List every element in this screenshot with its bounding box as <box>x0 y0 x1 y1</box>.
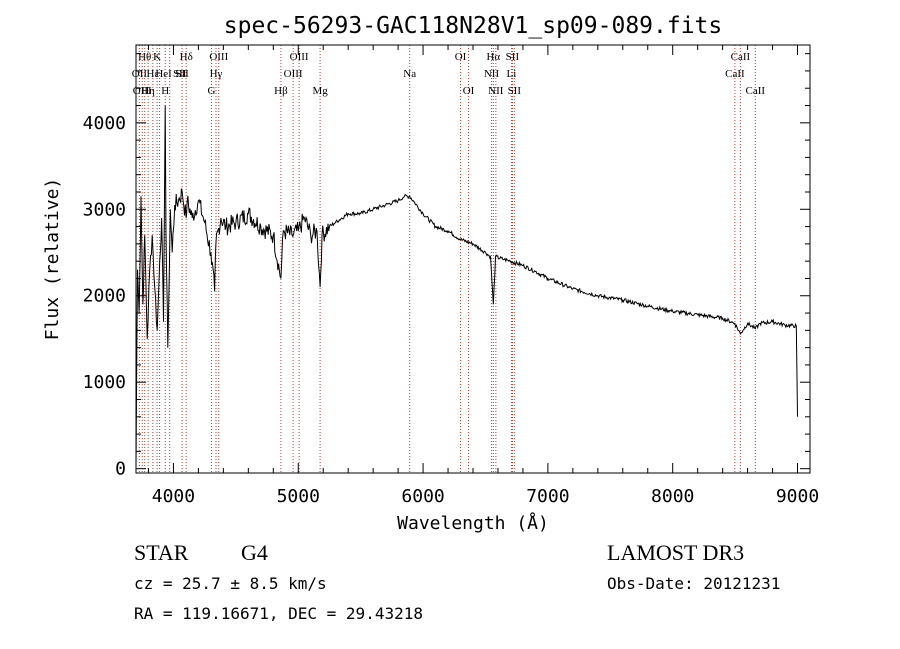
chart-title: spec-56293-GAC118N28V1_sp09-089.fits <box>224 13 723 39</box>
y-axis: 0 1000 2000 3000 4000 <box>83 53 810 480</box>
line-label-caii-28: CaII <box>731 51 751 63</box>
line-label-li-24: Li <box>507 68 517 80</box>
spectrum-series <box>135 105 798 468</box>
line-label-mg-17: Mg <box>312 85 328 97</box>
line-label-hθ-2: Hθ <box>138 51 151 63</box>
survey-name: LAMOST DR3 <box>607 540 745 565</box>
plot-frame <box>135 44 811 474</box>
line-label-hei-6: HeI <box>155 68 172 80</box>
y-tick-label: 0 <box>115 459 126 480</box>
line-label-hα-22: Hα <box>486 51 500 63</box>
line-label-oi-19: OI <box>455 51 467 63</box>
line-label-hε-4: Hε <box>147 68 160 80</box>
y-tick-label: 1000 <box>83 372 126 393</box>
line-labels: OII OIII Hθ Hη Hε K HeI H SII SII Hδ G Hγ OIII Hβ OIII O… <box>132 51 766 97</box>
redshift-value: cz = 25.7 ± 8.5 km/s <box>134 574 327 593</box>
object-subclass: G4 <box>241 540 268 565</box>
line-label-k-5: K <box>153 51 161 63</box>
line-label-hδ-10: Hδ <box>180 51 193 63</box>
x-tick-label: 4000 <box>152 486 195 507</box>
line-label-sii-9: SII <box>175 68 189 80</box>
line-label-sii-8: SII <box>173 68 187 80</box>
line-label-oi-20: OI <box>463 85 475 97</box>
x-tick-label: 8000 <box>651 486 694 507</box>
line-label-nii-23: NII <box>488 85 504 97</box>
line-label-hγ-12: Hγ <box>210 68 223 80</box>
line-label-na-18: Na <box>403 68 416 80</box>
line-label-g-11: G <box>208 85 216 97</box>
y-tick-label: 4000 <box>83 113 126 134</box>
x-axis-label: Wavelength (Å) <box>397 512 549 534</box>
line-label-nii-21: NII <box>484 68 500 80</box>
coordinates: RA = 119.16671, DEC = 29.43218 <box>134 604 423 623</box>
line-label-sii-25: SII <box>506 51 520 63</box>
y-axis-label: Flux (relative) <box>42 178 63 341</box>
x-axis: 4000 5000 6000 7000 8000 9000 <box>147 45 819 507</box>
line-label-caii-27: CaII <box>725 68 745 80</box>
y-tick-label: 2000 <box>83 286 126 307</box>
line-label-sii-26: SII <box>508 85 522 97</box>
x-tick-label: 9000 <box>776 486 819 507</box>
x-tick-label: 7000 <box>526 486 569 507</box>
object-class: STAR <box>134 540 189 565</box>
y-tick-label: 3000 <box>83 199 126 220</box>
line-label-oiii-15: OIII <box>284 68 303 80</box>
line-label-h-7: H <box>161 85 169 97</box>
line-label-oii-0: OII <box>132 68 148 80</box>
line-markers <box>138 45 756 473</box>
x-tick-label: 5000 <box>277 486 320 507</box>
line-label-hβ-14: Hβ <box>274 85 288 97</box>
x-tick-label: 6000 <box>401 486 444 507</box>
line-label-caii-29: CaII <box>746 85 766 97</box>
line-label-oiii-13: OIII <box>209 51 228 63</box>
observation-date: Obs-Date: 20121231 <box>607 574 781 593</box>
line-label-hη-3: Hη <box>141 85 155 97</box>
line-label-oiii-16: OIII <box>290 51 309 63</box>
